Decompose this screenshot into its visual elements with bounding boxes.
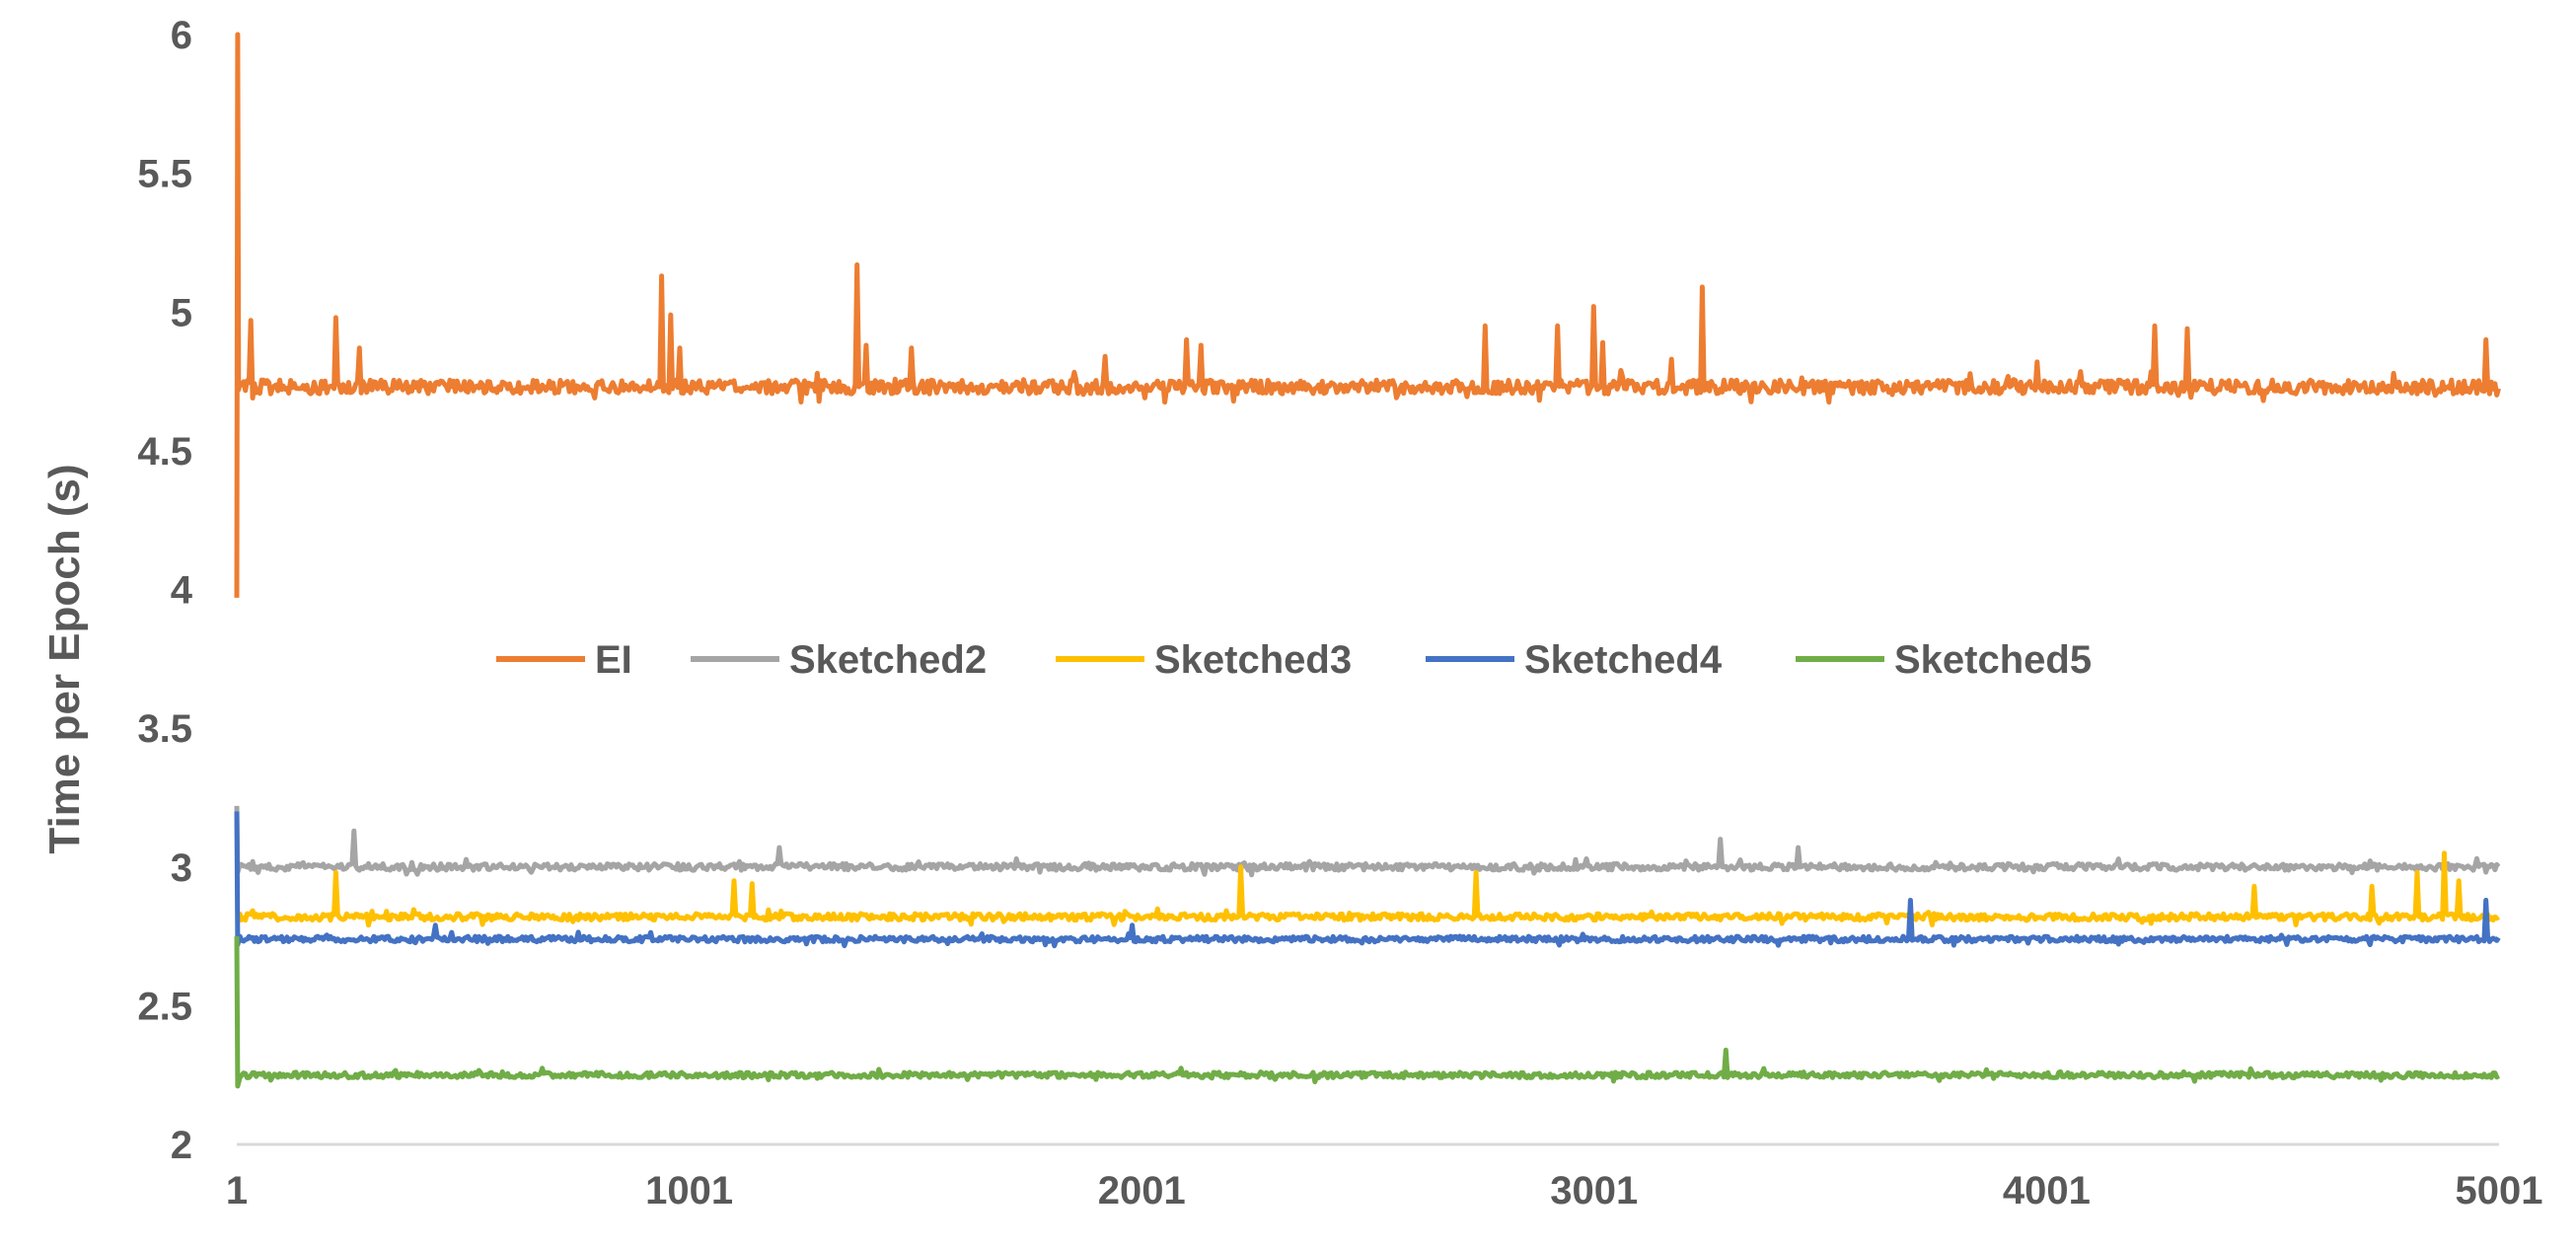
y-tick-label: 5 [171,291,192,334]
y-axis-title: Time per Epoch (s) [40,464,89,853]
x-tick-label: 2001 [1098,1169,1186,1212]
y-tick-label: 2.5 [137,985,192,1028]
y-tick-label: 4.5 [137,430,192,474]
x-tick-label: 1001 [645,1169,733,1212]
series-line-sketched5 [234,936,2501,1089]
legend-label-ei: EI [595,638,632,682]
legend-label-sketched4: Sketched4 [1524,638,1723,682]
y-tick-label: 3.5 [137,707,192,751]
series-line-sketched4 [234,811,2501,949]
x-tick-label: 5001 [2456,1169,2543,1212]
legend-label-sketched5: Sketched5 [1894,638,2092,682]
series-line-ei [234,32,2501,598]
legend-label-sketched3: Sketched3 [1154,638,1352,682]
y-tick-label: 6 [171,14,192,57]
legend: EI Sketched2 Sketched3 Sketched4 Sketched5 [496,638,2092,682]
y-tick-label: 5.5 [137,153,192,196]
x-tick-label: 4001 [2003,1169,2091,1212]
x-axis-ticks: 1 1001 2001 3001 4001 5001 [226,1169,2543,1212]
y-axis-ticks: 2 2.5 3 3.5 4 4.5 5 5.5 6 [137,14,192,1167]
series-layer [234,32,2501,1089]
y-tick-label: 3 [171,846,192,890]
y-tick-label: 4 [171,569,193,613]
y-tick-label: 2 [171,1124,192,1167]
legend-label-sketched2: Sketched2 [789,638,987,682]
x-tick-label: 3001 [1550,1169,1638,1212]
x-tick-label: 1 [226,1169,248,1212]
series-line-sketched2 [234,805,2501,878]
series-line-sketched3 [235,850,2501,928]
